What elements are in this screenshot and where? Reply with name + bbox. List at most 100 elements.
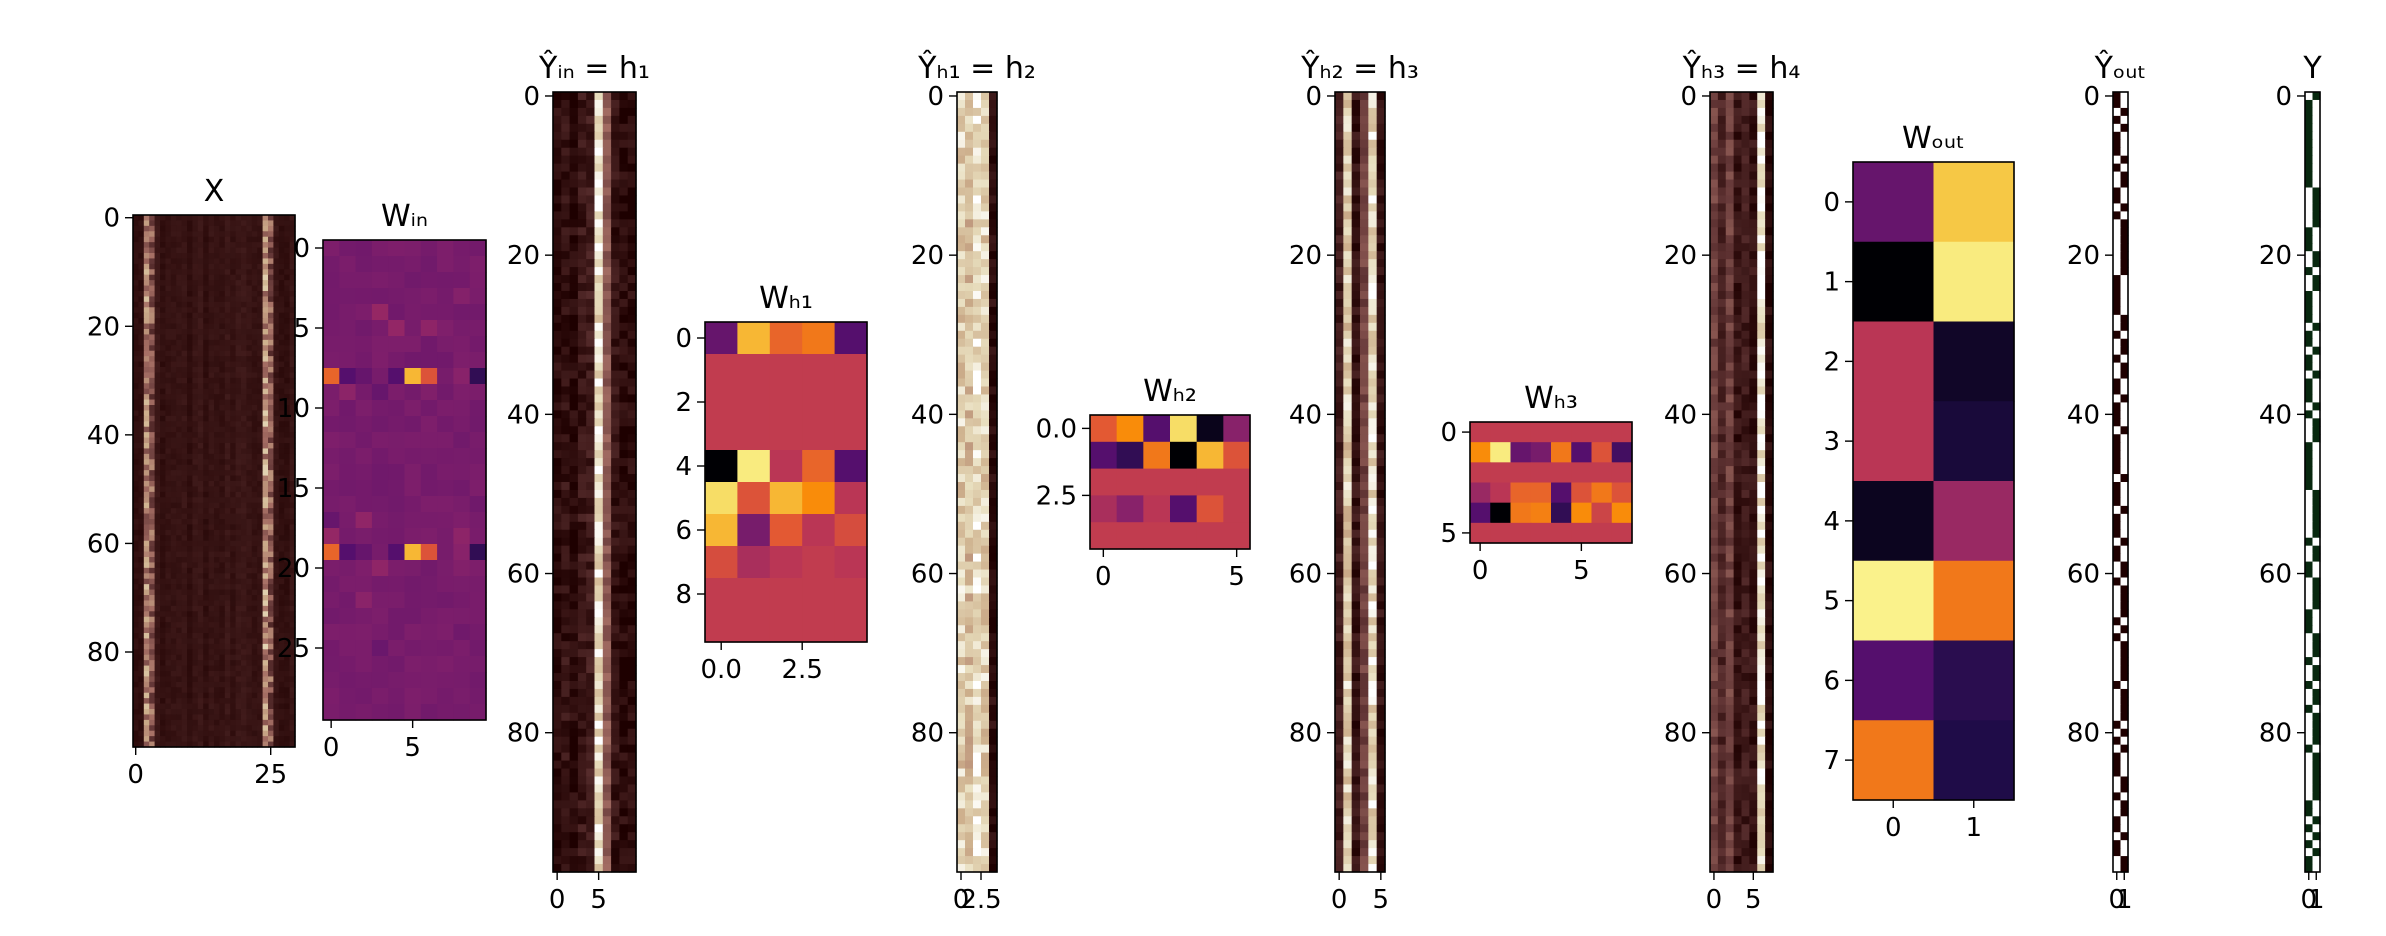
heatmap-cell [981,609,990,618]
heatmap-cell [278,665,285,672]
heatmap-cell [323,528,340,545]
heatmap-cell [170,421,177,428]
heatmap-cell [619,418,629,427]
heatmap-cell [181,377,188,384]
heatmap-cell [619,577,629,587]
heatmap-cell [284,551,291,558]
heatmap-cell [586,601,596,610]
heatmap-cell [553,744,562,754]
heatmap-cell [981,792,990,801]
heatmap-cell [611,673,620,682]
heatmap-cell [160,453,166,460]
heatmap-cell [235,312,242,319]
heatmap-cell [388,688,406,705]
heatmap-cell [149,649,156,656]
heatmap-cell [611,497,620,507]
heatmap-cell [577,505,587,515]
heatmap-cell [371,544,389,561]
heatmap-cell [561,330,571,340]
heatmap-cell [278,676,285,683]
heatmap-cell [241,605,247,612]
heatmap-cell [371,272,389,289]
heatmap-cell [219,665,226,672]
heatmap-cell [138,372,145,379]
heatmap-cell [594,259,604,268]
heatmap-cell [289,584,296,591]
heatmap-cell [469,272,487,289]
heatmap-cell [594,346,604,356]
heatmap-cell [170,253,177,260]
heatmap-cell [230,551,237,558]
heatmap-cell [224,600,231,607]
heatmap-cell [219,681,226,688]
heatmap-cell [251,698,258,705]
heatmap-cell [197,372,204,379]
heatmap-cell [569,808,579,817]
heatmap-cell [230,502,237,509]
heatmap-cell [586,227,596,236]
heatmap-cell [197,643,204,650]
heatmap-cell [989,617,998,626]
heatmap-cell [602,99,612,109]
heatmap-cell [224,280,231,287]
heatmap-cell [181,247,188,254]
heatmap-cell [154,573,161,580]
heatmap-cell [284,323,291,330]
heatmap-cell [246,421,253,428]
heatmap-cell [278,540,285,547]
heatmap-cell [138,242,145,249]
heatmap-cell [611,195,620,205]
heatmap-cell [143,459,150,466]
heatmap-cell [561,195,571,205]
heatmap-cell [235,584,242,591]
heatmap-cell [453,624,471,641]
heatmap-cell [203,350,210,357]
heatmap-cell [241,231,247,238]
heatmap-cell [165,589,172,596]
heatmap-cell [170,698,177,705]
heatmap-cell [586,816,596,825]
heatmap-cell [224,475,231,482]
heatmap-cell [284,258,291,265]
heatmap-cell [989,458,998,467]
heatmap-cell [176,296,183,303]
heatmap-cell [602,704,612,714]
heatmap-cell [278,432,285,439]
heatmap-cell [577,673,587,682]
heatmap-cell [989,179,998,189]
heatmap-cell [1335,219,1344,228]
heatmap-cell [404,464,422,481]
heatmap-cell [404,672,422,689]
heatmap-cell [569,338,579,348]
heatmap-cell [627,537,637,547]
heatmap-cell [257,605,264,612]
heatmap-cell [251,486,258,493]
heatmap-cell [1360,163,1369,173]
heatmap-cell [149,334,156,341]
heatmap-cell [594,601,604,610]
heatmap-cell [611,290,620,300]
heatmap-cell [577,243,587,252]
heatmap-cell [192,399,199,406]
heatmap-cell [611,418,620,427]
heatmap-cell [469,400,487,417]
heatmap-cell [323,592,340,609]
heatmap-cell [388,336,406,353]
heatmap-cell [160,567,166,574]
heatmap-cell [214,312,220,319]
heatmap-cell [143,551,150,558]
heatmap-cell [176,638,183,645]
heatmap-cell [257,285,264,292]
heatmap-cell [208,513,215,520]
heatmap-cell [197,524,204,531]
heatmap-cell [268,741,274,748]
heatmap-cell [235,665,242,672]
heatmap-cell [619,657,629,666]
heatmap-cell [230,497,237,504]
heatmap-cell [437,624,454,641]
heatmap-cell [577,235,587,244]
heatmap-cell [957,370,966,380]
heatmap-cell [268,231,274,238]
heatmap-cell [355,640,373,657]
heatmap-cell [230,578,237,585]
